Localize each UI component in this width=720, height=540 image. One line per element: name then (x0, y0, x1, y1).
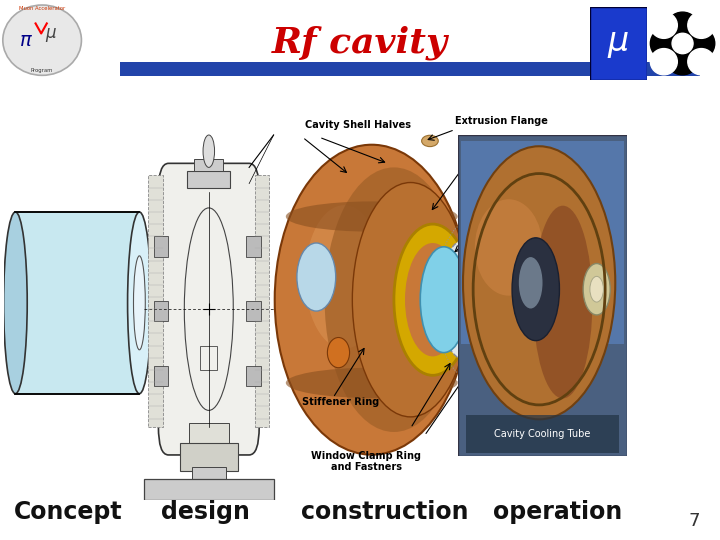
Bar (187, 172, 230, 187)
Ellipse shape (405, 243, 461, 356)
Circle shape (650, 49, 678, 75)
Ellipse shape (286, 368, 458, 398)
Bar (462, 141, 624, 344)
Ellipse shape (422, 135, 438, 147)
Ellipse shape (519, 257, 543, 308)
Bar (120, 62, 700, 76)
Ellipse shape (352, 183, 469, 417)
Text: construction: construction (302, 500, 469, 524)
Text: operation: operation (493, 500, 623, 524)
Bar (148, 176, 163, 427)
Bar (200, 346, 217, 370)
Bar (246, 237, 261, 256)
Circle shape (590, 276, 603, 302)
Ellipse shape (463, 146, 616, 420)
Text: Rf cavity: Rf cavity (272, 26, 448, 60)
Ellipse shape (475, 199, 543, 295)
Circle shape (3, 5, 81, 75)
Text: Cavity Shell Halves: Cavity Shell Halves (305, 119, 411, 130)
Bar (467, 415, 618, 453)
Bar (255, 176, 269, 427)
Text: 7: 7 (688, 512, 700, 530)
Bar (194, 159, 223, 172)
Ellipse shape (4, 212, 27, 394)
Text: Program: Program (31, 68, 53, 73)
Bar (144, 480, 274, 500)
FancyBboxPatch shape (158, 163, 259, 455)
Ellipse shape (438, 239, 494, 360)
Bar (192, 467, 226, 483)
Text: $\mu$: $\mu$ (45, 26, 58, 44)
Bar (246, 301, 261, 321)
Circle shape (650, 12, 678, 38)
Text: Concept: Concept (14, 500, 122, 524)
Ellipse shape (325, 167, 463, 432)
Circle shape (650, 28, 683, 59)
Ellipse shape (275, 145, 469, 455)
Text: Nose Ring: Nose Ring (461, 157, 516, 167)
Ellipse shape (127, 212, 151, 394)
Bar (15, 212, 140, 394)
Circle shape (688, 12, 715, 38)
Circle shape (328, 338, 350, 368)
Circle shape (688, 49, 715, 75)
Circle shape (203, 135, 215, 167)
Bar (154, 237, 168, 256)
Bar (180, 443, 238, 471)
Text: $\mu$: $\mu$ (608, 27, 629, 60)
Bar (246, 366, 261, 386)
Ellipse shape (512, 238, 559, 341)
Bar (189, 422, 229, 447)
Text: Extrusion Flange: Extrusion Flange (455, 116, 548, 126)
Ellipse shape (394, 224, 472, 375)
Text: design: design (161, 500, 250, 524)
Text: Cavity Cooling Tube: Cavity Cooling Tube (495, 429, 590, 439)
Text: Berylll
Windo: Berylll Windo (494, 198, 529, 220)
Ellipse shape (534, 206, 593, 399)
Ellipse shape (297, 243, 336, 311)
Text: Window Clamp Ring
and Fastners: Window Clamp Ring and Fastners (311, 451, 421, 472)
Ellipse shape (133, 256, 145, 350)
Ellipse shape (305, 205, 383, 349)
Bar (154, 301, 168, 321)
Text: Muon Accelerator: Muon Accelerator (19, 6, 66, 11)
Text: $\pi$: $\pi$ (19, 31, 33, 50)
Ellipse shape (420, 247, 467, 353)
Circle shape (666, 12, 699, 44)
Circle shape (666, 43, 699, 75)
Circle shape (672, 33, 693, 53)
Ellipse shape (286, 201, 458, 232)
Text: Stiffener Ring: Stiffener Ring (302, 397, 379, 407)
Bar (154, 366, 168, 386)
Circle shape (682, 28, 715, 59)
Circle shape (583, 264, 610, 315)
